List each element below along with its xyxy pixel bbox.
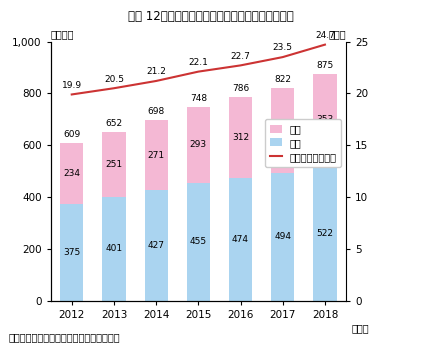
Text: （万人）: （万人）: [51, 29, 74, 39]
Bar: [229, 97, 252, 178]
Bar: [187, 183, 210, 301]
Bar: [313, 165, 337, 301]
Bar: [313, 74, 337, 165]
Text: 652: 652: [106, 119, 122, 128]
Bar: [187, 107, 210, 183]
Text: 21.2: 21.2: [146, 67, 166, 76]
Text: 609: 609: [63, 130, 80, 139]
労働力率（右軸）: [154, 79, 159, 83]
Text: 271: 271: [148, 151, 165, 160]
Text: 822: 822: [274, 75, 291, 84]
Text: 875: 875: [316, 61, 333, 70]
労働力率（右軸）: [196, 70, 201, 74]
Bar: [271, 88, 294, 173]
Bar: [102, 197, 126, 301]
Line: 労働力率（右軸）: 労働力率（右軸）: [72, 45, 325, 94]
Text: 22.7: 22.7: [230, 52, 251, 61]
Bar: [271, 173, 294, 301]
Text: 20.5: 20.5: [104, 74, 124, 83]
労働力率（右軸）: [280, 55, 285, 59]
Text: 474: 474: [232, 235, 249, 244]
Bar: [229, 178, 252, 301]
Bar: [144, 190, 168, 301]
Text: 353: 353: [316, 115, 333, 124]
Text: 427: 427: [148, 241, 165, 250]
Text: （年）: （年）: [352, 323, 370, 333]
Text: 494: 494: [274, 233, 291, 242]
Text: 19.9: 19.9: [62, 81, 82, 90]
Text: 23.5: 23.5: [273, 43, 293, 52]
Bar: [144, 120, 168, 190]
Text: 786: 786: [232, 84, 249, 93]
Text: 455: 455: [190, 237, 207, 246]
Legend: 女性, 男性, 労働力率（右軸）: 女性, 男性, 労働力率（右軸）: [265, 119, 341, 166]
労働力率（右軸）: [111, 86, 116, 90]
Text: 698: 698: [148, 107, 165, 116]
Text: 24.7: 24.7: [315, 31, 335, 40]
Bar: [60, 143, 84, 204]
Text: 375: 375: [63, 248, 80, 257]
Text: （資料）　総務省「労働力調査」より作成: （資料） 総務省「労働力調査」より作成: [8, 333, 120, 343]
Text: 234: 234: [63, 169, 80, 178]
Text: 22.1: 22.1: [188, 58, 208, 67]
Text: 293: 293: [190, 140, 207, 149]
労働力率（右軸）: [69, 92, 74, 97]
労働力率（右軸）: [322, 43, 327, 47]
Text: 522: 522: [316, 229, 333, 238]
Bar: [60, 204, 84, 301]
Text: （％）: （％）: [328, 29, 346, 39]
Text: 図表 12　高齢者の労働力人口及び労働力率の推移: 図表 12 高齢者の労働力人口及び労働力率の推移: [128, 10, 294, 24]
Text: 748: 748: [190, 94, 207, 103]
Text: 401: 401: [106, 245, 122, 254]
Text: 328: 328: [274, 126, 291, 135]
Text: 251: 251: [106, 160, 122, 169]
労働力率（右軸）: [238, 63, 243, 67]
Bar: [102, 132, 126, 197]
Text: 312: 312: [232, 133, 249, 142]
